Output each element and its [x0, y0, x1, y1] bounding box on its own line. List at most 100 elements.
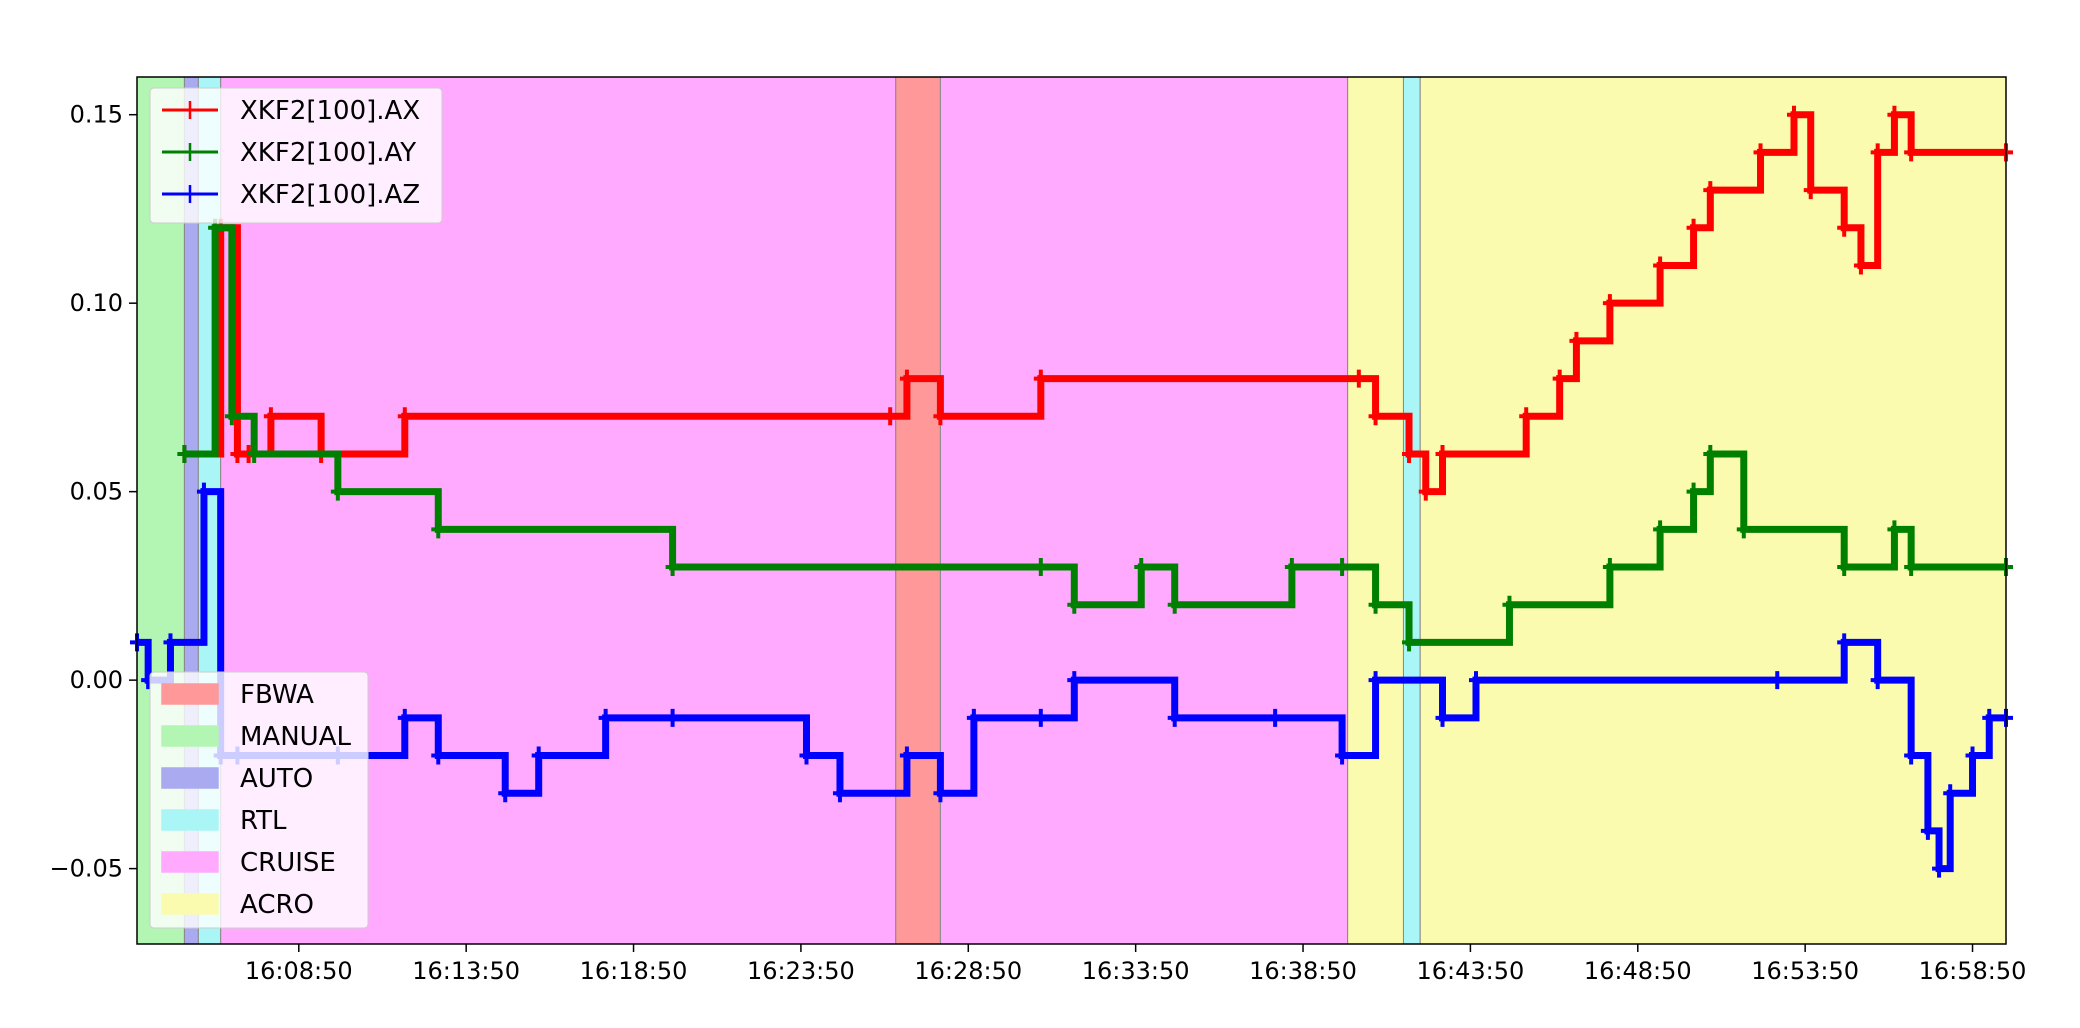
- y-tick-label: −0.05: [49, 855, 123, 883]
- mode-band-cruise: [939, 76, 1349, 945]
- data-point: [1703, 181, 1718, 200]
- legend-label: AUTO: [240, 764, 313, 794]
- legend-label: FBWA: [240, 680, 314, 710]
- x-tick-label: 16:58:50: [1919, 957, 2027, 985]
- data-point: [1686, 218, 1701, 237]
- data-point: [1602, 558, 1617, 577]
- series-line-1: [184, 224, 2006, 646]
- data-point: [1770, 671, 1785, 690]
- data-point: [1435, 708, 1450, 727]
- legend-label: RTL: [240, 806, 287, 836]
- data-point: [1569, 331, 1584, 350]
- data-point: [1033, 369, 1048, 388]
- data-point: [263, 407, 278, 426]
- data-point: [1943, 784, 1958, 803]
- data-point: [177, 444, 192, 463]
- legend-marker: [183, 185, 197, 203]
- data-point: [1368, 671, 1383, 690]
- legend-marker: [183, 143, 197, 161]
- x-tick-label: 16:33:50: [1082, 957, 1190, 985]
- data-point: [1870, 143, 1885, 162]
- data-point: [1837, 633, 1852, 652]
- data-point: [1982, 708, 1997, 727]
- legend-label: XKF2[100].AZ: [240, 180, 420, 210]
- data-point: [832, 784, 847, 803]
- data-point: [1033, 708, 1048, 727]
- legend-label: ACRO: [240, 890, 314, 920]
- data-point: [899, 746, 914, 765]
- x-tick-label: 16:48:50: [1584, 957, 1692, 985]
- series-line-2: [137, 488, 2006, 873]
- data-point: [1351, 369, 1366, 388]
- data-point: [933, 407, 948, 426]
- data-point: [1067, 671, 1082, 690]
- data-point: [665, 558, 680, 577]
- data-point: [1837, 558, 1852, 577]
- data-point: [1686, 482, 1701, 501]
- data-point: [247, 444, 262, 463]
- data-point: [397, 708, 412, 727]
- data-point: [1887, 105, 1902, 124]
- legend-swatch: [161, 767, 219, 789]
- data-point: [1067, 595, 1082, 614]
- data-point: [1418, 482, 1433, 501]
- data-point: [531, 746, 546, 765]
- y-axis: 0.15 0.10 0.05 0.00 −0.05: [49, 101, 137, 883]
- legend-label: MANUAL: [240, 722, 351, 752]
- plot-frame: [136, 76, 2007, 945]
- data-point: [1519, 407, 1534, 426]
- data-point: [1402, 444, 1417, 463]
- data-point: [799, 746, 814, 765]
- x-axis: 16:08:50 16:13:50 16:18:50 16:23:50 16:28:50…: [245, 944, 2027, 985]
- series-legend: XKF2[100].AX XKF2[100].AY XKF2[100].AZ: [149, 87, 443, 224]
- data-point: [1887, 520, 1902, 539]
- x-tick-label: 16:43:50: [1417, 957, 1525, 985]
- x-tick-label: 16:53:50: [1751, 957, 1859, 985]
- data-point: [899, 369, 914, 388]
- data-point: [1468, 671, 1483, 690]
- data-point: [1368, 595, 1383, 614]
- data-point: [1870, 671, 1885, 690]
- data-point: [1786, 105, 1801, 124]
- data-point: [1703, 444, 1718, 463]
- data-point: [1268, 708, 1283, 727]
- data-point: [431, 520, 446, 539]
- data-point: [1033, 558, 1048, 577]
- data-point: [498, 784, 513, 803]
- data-point: [1435, 444, 1450, 463]
- mode-legend: FBWA MANUAL AUTO RTL CRUISE ACRO: [149, 671, 369, 929]
- data-point: [1552, 369, 1567, 388]
- data-point: [1904, 558, 1919, 577]
- data-point: [1335, 558, 1350, 577]
- legend-label: CRUISE: [240, 848, 336, 878]
- x-tick-label: 16:08:50: [245, 957, 353, 985]
- data-point: [431, 746, 446, 765]
- data-point: [883, 407, 898, 426]
- x-tick-label: 16:13:50: [412, 957, 520, 985]
- x-tick-label: 16:18:50: [580, 957, 688, 985]
- series-layer: [130, 105, 2013, 878]
- legend-swatch: [161, 851, 219, 873]
- data-point: [196, 482, 211, 501]
- data-point: [933, 784, 948, 803]
- data-point: [1904, 746, 1919, 765]
- data-point: [1803, 181, 1818, 200]
- data-point: [598, 708, 613, 727]
- data-point: [1368, 407, 1383, 426]
- y-tick-label: 0.10: [70, 289, 123, 317]
- data-point: [1965, 746, 1980, 765]
- mode-band-fbwa: [895, 76, 941, 945]
- data-point: [1335, 746, 1350, 765]
- data-point: [665, 708, 680, 727]
- legend-swatch: [161, 683, 219, 705]
- data-point: [1167, 708, 1182, 727]
- data-point: [1853, 256, 1868, 275]
- mode-band-acro: [1347, 76, 1404, 945]
- data-point: [1284, 558, 1299, 577]
- data-point: [1402, 633, 1417, 652]
- data-point: [1653, 520, 1668, 539]
- data-point: [330, 482, 345, 501]
- data-point: [1753, 143, 1768, 162]
- legend-swatch: [161, 893, 219, 915]
- data-point: [1653, 256, 1668, 275]
